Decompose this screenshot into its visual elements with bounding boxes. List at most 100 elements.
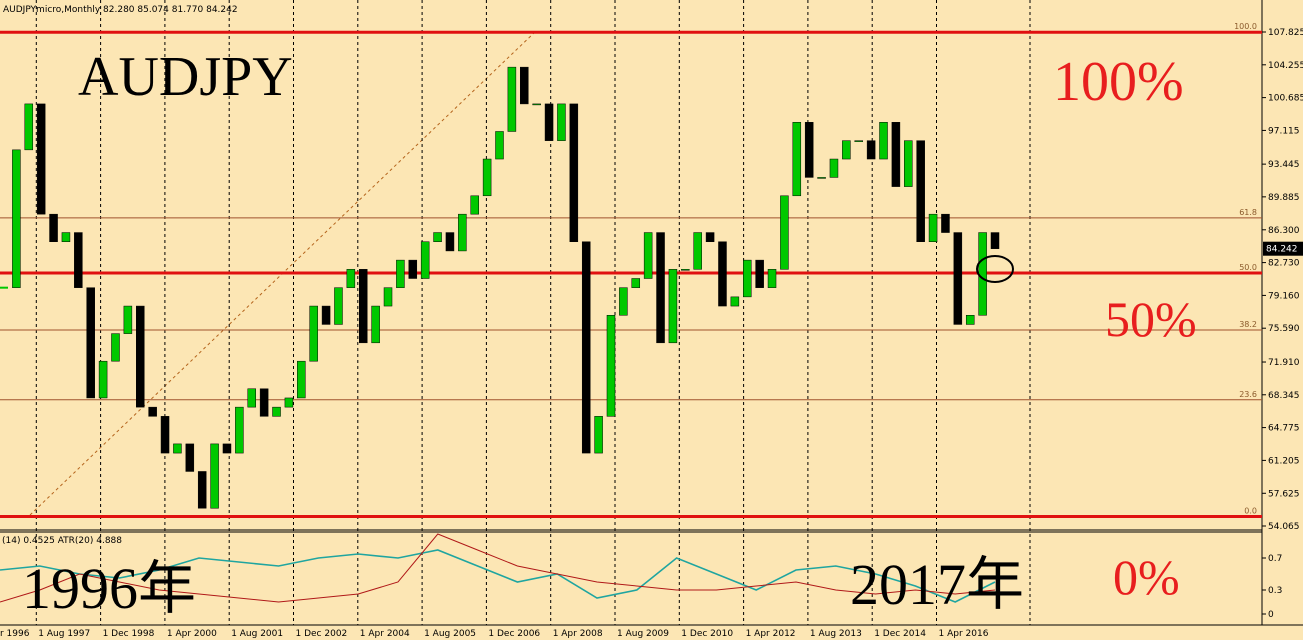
fib-label: 50.0 <box>1239 263 1257 272</box>
candle <box>383 287 393 307</box>
candle <box>643 232 653 279</box>
candle <box>904 140 913 187</box>
candle <box>74 232 83 288</box>
y-tick-label: 75.590 <box>1268 324 1300 334</box>
y-tick-label: 97.115 <box>1268 126 1300 136</box>
candle <box>829 158 839 178</box>
candle <box>235 406 244 454</box>
indicator: (14) 0.4525 ATR(20) 4.888 0.7 0.3 0 <box>0 533 1282 620</box>
year-label: 2017年 <box>850 552 1024 617</box>
candle <box>86 287 95 399</box>
candle <box>371 305 380 344</box>
candle <box>334 287 343 325</box>
indicator-line <box>0 549 996 603</box>
candle <box>668 269 678 344</box>
x-tick-label: 1 Aug 2001 <box>231 629 283 639</box>
candle <box>358 269 368 344</box>
x-tick-label: 1 Aug 2005 <box>424 629 476 639</box>
candle <box>606 315 616 417</box>
candle <box>569 103 579 242</box>
candle <box>222 443 232 454</box>
last-price-box <box>1263 241 1303 256</box>
y-tick-label: 57.625 <box>1268 489 1300 499</box>
candle <box>98 360 108 399</box>
candle <box>767 269 777 288</box>
candle <box>681 269 690 271</box>
candle <box>879 122 888 160</box>
candle <box>136 305 145 408</box>
last-price-label: 84.242 <box>1266 245 1298 255</box>
level-label: 100% <box>1053 51 1184 113</box>
candle <box>272 406 281 417</box>
price-axis: r 1996 1 Aug 1997 1 Dec 1998 1 Apr 2000 1 Au… <box>0 28 1303 639</box>
y-tick-label: 104.255 <box>1268 61 1303 71</box>
candle <box>743 259 752 298</box>
candle <box>160 416 170 454</box>
candle <box>978 232 987 316</box>
y-tick-label: 0.7 <box>1268 554 1282 564</box>
y-tick-label: 68.345 <box>1268 391 1300 401</box>
candle <box>309 305 318 362</box>
candle <box>123 305 133 334</box>
candle <box>866 140 876 160</box>
candle <box>780 195 789 270</box>
candle <box>148 406 157 417</box>
x-tick-label: 1 Dec 2014 <box>874 629 926 639</box>
candle <box>804 122 814 178</box>
candle <box>433 232 442 242</box>
candle <box>941 213 950 233</box>
indicator-line <box>0 533 996 603</box>
y-tick-label: 79.160 <box>1268 291 1300 301</box>
y-tick-label: 82.730 <box>1268 259 1300 269</box>
x-tick-label: 1 Apr 2016 <box>939 629 989 639</box>
x-tick-label: 1 Aug 1997 <box>38 629 90 639</box>
candle <box>470 195 479 215</box>
y-tick-label: 89.885 <box>1268 193 1300 203</box>
x-tick-label: 1 Aug 2013 <box>810 629 862 639</box>
y-tick-label: 71.910 <box>1268 358 1300 368</box>
candle <box>247 388 256 408</box>
candle <box>581 241 591 454</box>
candle <box>730 296 740 307</box>
fib-label: 38.2 <box>1239 320 1257 329</box>
x-tick-label: 1 Dec 1998 <box>103 629 155 639</box>
x-tick-label: 1 Dec 2010 <box>681 629 733 639</box>
candle <box>854 140 863 142</box>
fib-label: 0.0 <box>1244 506 1257 515</box>
window-title: AUDJPYmicro,Monthly 82.280 85.074 81.770… <box>3 5 238 15</box>
y-tick-label: 86.300 <box>1268 226 1300 236</box>
y-tick-label: 93.445 <box>1268 160 1300 170</box>
y-tick-label: 54.065 <box>1268 522 1300 532</box>
candle <box>718 241 727 307</box>
candle <box>953 232 963 325</box>
x-tick-label: r 1996 <box>0 629 30 639</box>
year-label: 1996年 <box>22 556 196 621</box>
candle <box>631 278 641 288</box>
candle <box>284 397 294 408</box>
symbol-label: AUDJPY <box>78 46 293 108</box>
candle <box>557 103 566 141</box>
fib-label: 61.8 <box>1239 208 1257 217</box>
y-tick-label: 100.685 <box>1268 94 1303 104</box>
candle <box>619 287 628 316</box>
x-tick-label: 1 Dec 2002 <box>296 629 348 639</box>
candle <box>507 66 517 132</box>
candle <box>346 269 356 288</box>
level-label: 50% <box>1105 291 1197 347</box>
candle <box>210 443 219 509</box>
candle <box>185 443 195 472</box>
candle <box>12 149 21 288</box>
candles <box>0 66 1000 509</box>
candle <box>594 416 603 454</box>
candle <box>532 103 541 106</box>
candle <box>111 333 120 362</box>
candle <box>24 103 34 151</box>
y-tick-label: 0.3 <box>1268 586 1282 596</box>
candle <box>297 360 306 399</box>
candle <box>705 232 715 242</box>
candle <box>842 140 851 160</box>
candle <box>445 232 455 252</box>
candle <box>520 66 529 105</box>
